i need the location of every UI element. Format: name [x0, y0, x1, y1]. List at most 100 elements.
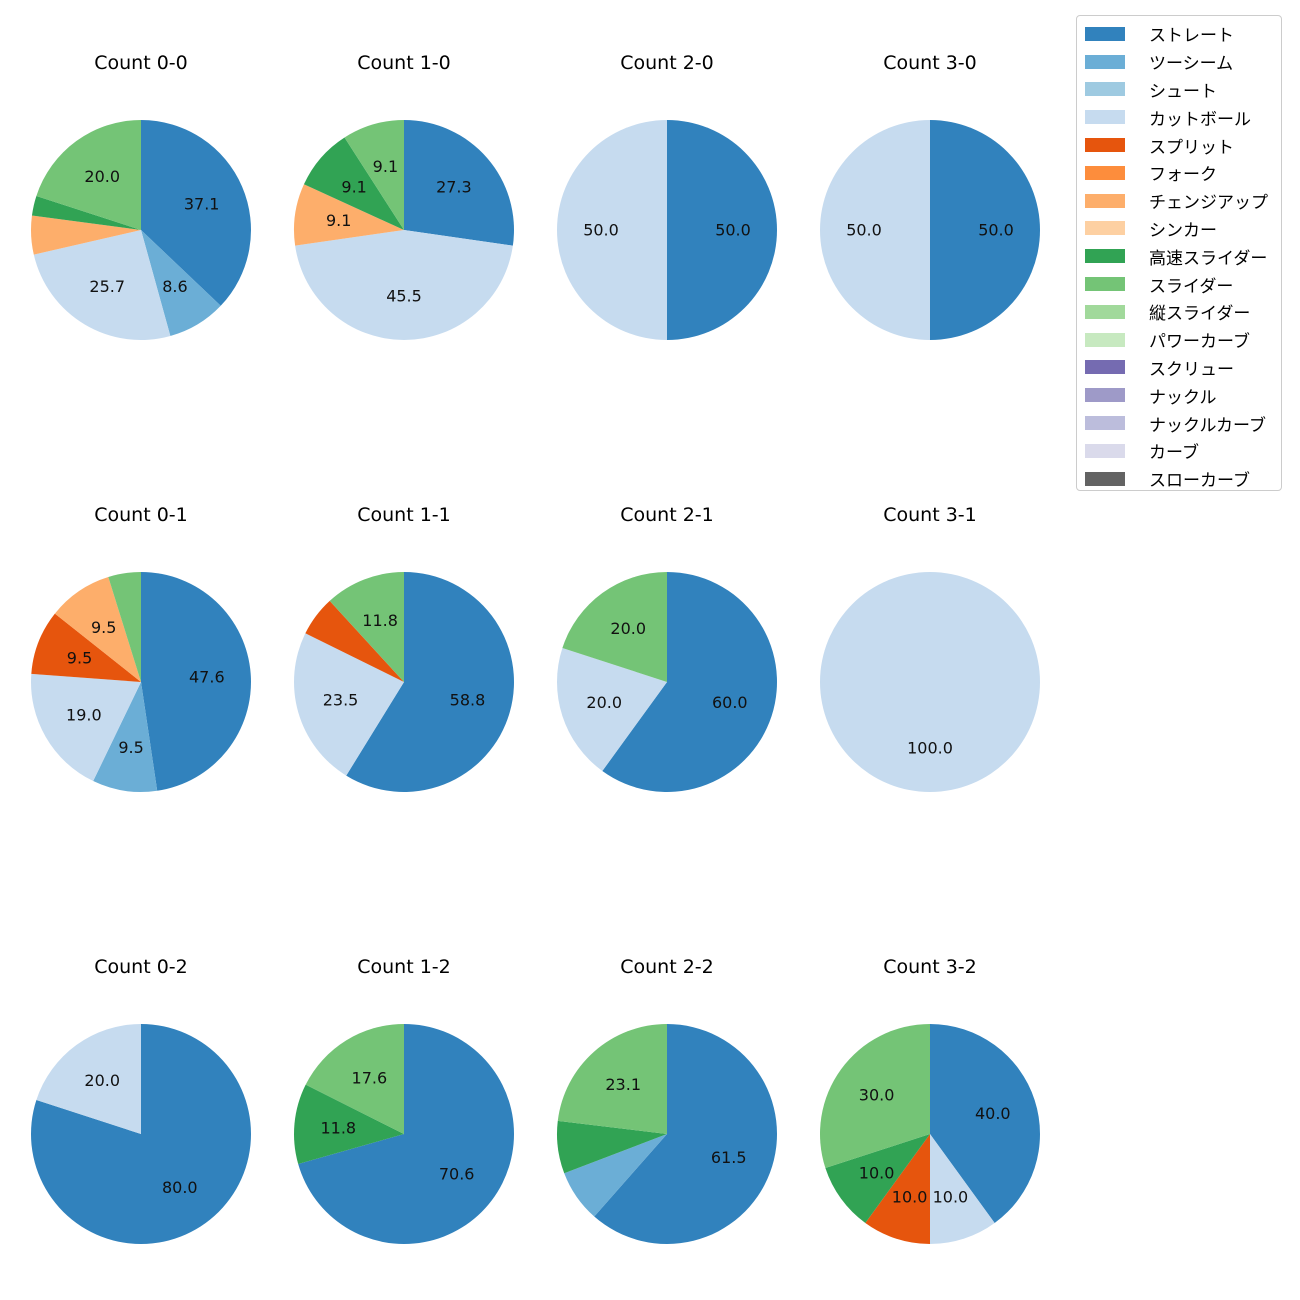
pie-slice-label: 45.5 [386, 287, 422, 306]
pie-4: Count 3-0 50.0 50.0 [820, 52, 1040, 340]
pie-8: Count 3-1 100.0 [820, 504, 1040, 792]
legend-swatch [1085, 471, 1125, 486]
pie-slice [557, 1023, 667, 1134]
legend-swatch [1085, 360, 1125, 375]
pie-slice [33, 230, 171, 341]
legend-item: シンカー [1077, 215, 1281, 243]
pie-slice [930, 1134, 995, 1244]
pie-slice-label: 50.0 [583, 221, 619, 240]
pie-slice [556, 1120, 667, 1174]
pie-slice-label: 61.5 [711, 1148, 747, 1167]
pie-slice-label: 11.8 [362, 611, 398, 630]
pie-1: Count 0-0 37.1 8.6 25.7 20.0 [31, 52, 251, 341]
legend-label: スクリュー [1149, 359, 1234, 380]
pie-slice [562, 572, 667, 682]
pie-slice-label: 60.0 [712, 693, 748, 712]
pie-slice [305, 1024, 404, 1134]
legend-item: ナックル [1077, 381, 1281, 409]
pie-slice-label: 25.7 [89, 277, 125, 296]
pie-slice-label: 23.5 [323, 691, 359, 710]
pie-slice-label: 10.0 [859, 1163, 895, 1182]
pie-slice-label: 10.0 [933, 1187, 969, 1206]
pie-slice [141, 572, 251, 791]
pie-title: Count 2-0 [620, 52, 714, 74]
pie-slice [294, 1084, 404, 1165]
pie-12: Count 3-2 40.0 10.0 10.0 10.0 30.0 [819, 956, 1041, 1244]
legend-swatch [1085, 277, 1125, 292]
pie-slice [557, 120, 667, 340]
legend-label: スローカーブ [1149, 471, 1250, 492]
legend-swatch [1085, 193, 1125, 208]
pie-slice-label: 19.0 [66, 706, 102, 725]
pie-slice [54, 576, 141, 682]
pie-slice [295, 230, 513, 340]
pie-slice [36, 1024, 141, 1134]
legend-swatch [1085, 249, 1125, 264]
pie-slice-label: 23.1 [605, 1075, 641, 1094]
legend-swatch [1085, 54, 1125, 69]
legend-item: スクリュー [1077, 354, 1281, 382]
legend-item: ツーシーム [1077, 48, 1281, 76]
legend-label: カーブ [1149, 443, 1199, 464]
pie-slice [820, 572, 1040, 792]
pie-slice [141, 120, 251, 306]
pie-2: Count 1-0 27.3 45.5 9.1 9.1 9.1 [294, 52, 514, 340]
pie-slice [294, 184, 404, 246]
pie-slice-label: 80.0 [162, 1178, 198, 1197]
pie-slice [564, 1134, 667, 1217]
pie-slice-label: 100.0 [907, 739, 953, 758]
legend-item: ストレート [1077, 20, 1281, 48]
pie-slice [305, 600, 404, 682]
pie-slice [594, 1024, 778, 1245]
legend-item: スライダー [1077, 270, 1281, 298]
legend: ストレート ツーシーム シュート カットボール スプリット フォーク チェンジアップ シンカー… [1076, 15, 1282, 491]
pie-slice [346, 572, 514, 792]
pie-slice-label: 20.0 [610, 619, 646, 638]
pie-slice [825, 1134, 930, 1223]
pie-slice [141, 230, 221, 337]
legend-swatch [1085, 416, 1125, 431]
legend-item: パワーカーブ [1077, 326, 1281, 354]
pie-slice-label: 47.6 [189, 668, 225, 687]
pie-slice [556, 648, 667, 771]
pie-slice-label: 9.5 [67, 648, 92, 667]
pie-slice [819, 1024, 930, 1168]
legend-swatch [1085, 443, 1125, 458]
pie-slice-label: 11.8 [320, 1118, 356, 1137]
pie-slice-label: 27.3 [436, 177, 472, 196]
legend-label: フォーク [1149, 165, 1217, 186]
legend-item: カーブ [1077, 437, 1281, 465]
pie-3: Count 2-0 50.0 50.0 [557, 52, 777, 340]
legend-swatch [1085, 82, 1125, 97]
legend-swatch [1085, 26, 1125, 41]
pie-slice [31, 673, 141, 782]
pie-slice [344, 119, 404, 230]
legend-label: 縦スライダー [1149, 304, 1251, 325]
pie-slice [298, 1024, 515, 1244]
pie-slice [93, 682, 158, 792]
legend-label: シンカー [1149, 220, 1217, 241]
legend-label: ツーシーム [1149, 54, 1234, 75]
legend-item: フォーク [1077, 159, 1281, 187]
pie-slice [404, 120, 514, 246]
pie-5: Count 0-1 47.6 9.5 19.0 9.5 9.5 [31, 504, 251, 792]
legend-swatch [1085, 138, 1125, 153]
pie-slice [303, 137, 404, 230]
pie-slice-label: 9.1 [341, 177, 366, 196]
pie-slice [329, 572, 404, 682]
pie-slice-label: 40.0 [975, 1104, 1011, 1123]
pie-slice-label: 50.0 [715, 221, 751, 240]
legend-item: シュート [1077, 76, 1281, 104]
pie-slice-label: 17.6 [352, 1068, 388, 1087]
pie-slice-label: 9.1 [326, 211, 351, 230]
legend-label: ストレート [1149, 26, 1234, 47]
legend-label: パワーカーブ [1149, 332, 1250, 353]
legend-label: カットボール [1149, 109, 1251, 130]
legend-item: ナックルカーブ [1077, 409, 1281, 437]
pie-slice-label: 70.6 [439, 1164, 475, 1183]
pie-title: Count 1-1 [357, 504, 451, 526]
legend-label: 高速スライダー [1149, 248, 1268, 269]
pie-slice-label: 20.0 [84, 167, 120, 186]
pie-slice [820, 120, 930, 340]
